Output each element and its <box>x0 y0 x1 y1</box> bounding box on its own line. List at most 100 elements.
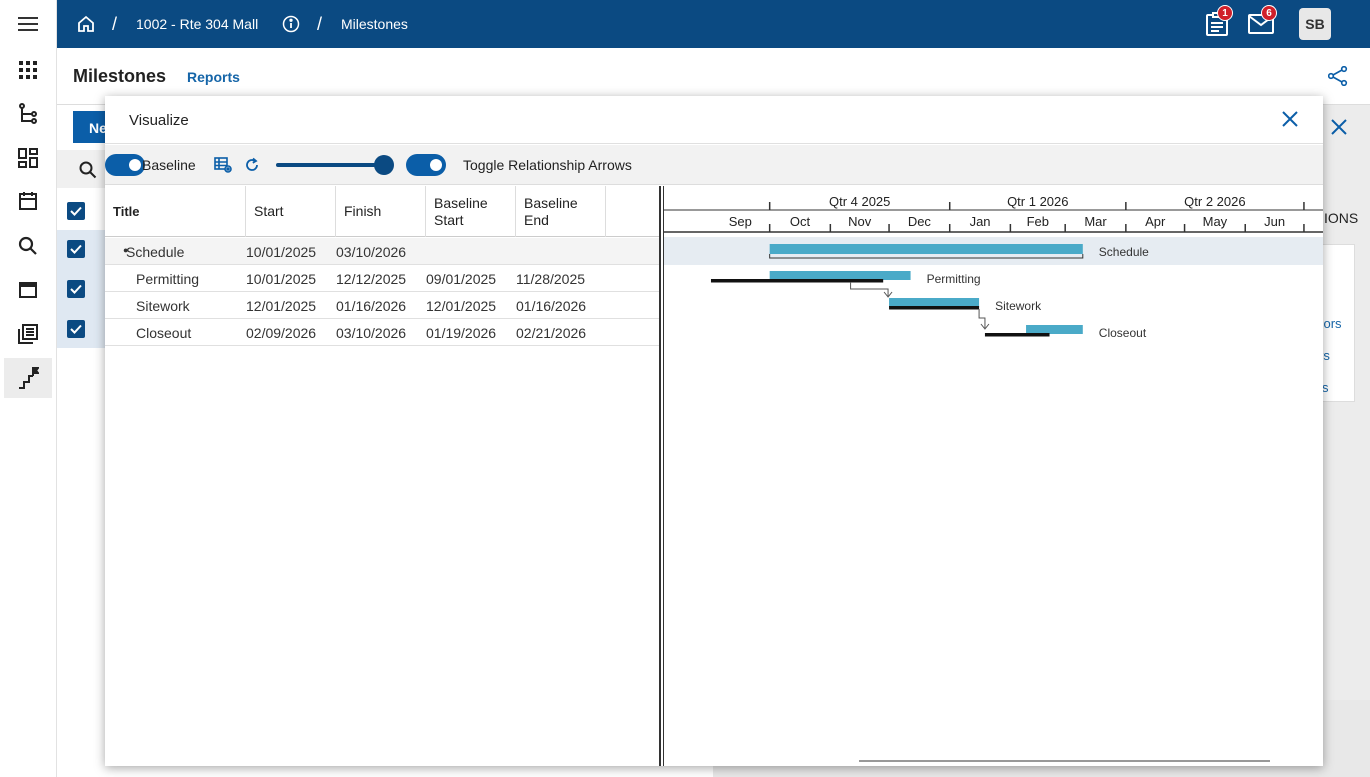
reports-list-icon[interactable] <box>4 314 52 354</box>
table-settings-icon[interactable] <box>214 157 232 178</box>
row-baseline-start: 01/19/2026 <box>426 325 497 341</box>
summary-bar <box>769 244 1083 254</box>
month-label: Feb <box>1027 214 1049 229</box>
gantt-chart: Qtr 4 2025 Qtr 1 2026 Qtr 2 2026 Sep Oct Nov D… <box>664 186 1323 766</box>
row-checkbox[interactable] <box>67 240 85 258</box>
month-label: Jan <box>970 214 991 229</box>
gantt-canvas: Qtr 4 2025 Qtr 1 2026 Qtr 2 2026 Sep Oct Nov D… <box>664 194 1323 340</box>
table-row[interactable]: Closeout 02/09/2026 03/10/2026 01/19/202… <box>105 319 660 346</box>
window-icon[interactable] <box>4 270 52 310</box>
row-title: Schedule <box>126 244 185 260</box>
grid-header: Title Start Finish Baseline Start Baseli… <box>105 186 660 237</box>
panel-link[interactable]: sors <box>1317 316 1342 331</box>
panel-link[interactable]: s <box>1322 380 1329 395</box>
column-header-empty <box>606 186 660 237</box>
bar-label: Schedule <box>1099 245 1149 259</box>
visualize-dialog: Visualize Baseline Toggle Relationship A… <box>105 96 1323 766</box>
month-label: May <box>1203 214 1228 229</box>
row-baseline-start: 12/01/2025 <box>426 298 497 314</box>
home-icon[interactable] <box>77 0 95 48</box>
mail-badge: 6 <box>1261 5 1277 21</box>
page-header: Milestones Reports <box>57 48 1370 105</box>
row-checkbox[interactable] <box>67 320 85 338</box>
relationship-arrow <box>850 282 889 296</box>
month-label: Dec <box>908 214 932 229</box>
breadcrumb-separator: / <box>317 13 323 34</box>
column-header-title[interactable]: Title <box>105 186 246 237</box>
row-finish: 03/10/2026 <box>336 325 407 341</box>
baseline-bar <box>984 333 1050 337</box>
refresh-icon[interactable] <box>244 157 260 178</box>
row-checkbox[interactable] <box>67 280 85 298</box>
share-icon[interactable] <box>1327 65 1348 91</box>
summary-bracket <box>769 254 1084 259</box>
bar-label: Closeout <box>1099 326 1147 340</box>
top-app-bar: / 1002 - Rte 304 Mall / Milestones 1 6 S… <box>57 0 1370 48</box>
breadcrumb-page: Milestones <box>341 16 408 32</box>
row-title: Sitework <box>136 298 190 314</box>
month-label: Mar <box>1084 214 1107 229</box>
hierarchy-icon[interactable] <box>4 94 52 134</box>
baseline-bar <box>889 306 980 310</box>
right-panel-background <box>1322 105 1370 777</box>
collapse-icon[interactable]: ● <box>123 245 129 255</box>
column-header-baseline-end[interactable]: Baseline End <box>516 186 606 237</box>
user-avatar[interactable]: SB <box>1299 8 1331 40</box>
task-bar <box>1026 325 1083 334</box>
row-start: 10/01/2025 <box>246 244 317 260</box>
row-title: Permitting <box>136 271 200 287</box>
relationship-arrowhead <box>883 291 893 298</box>
panel-heading: IONS <box>1324 210 1359 226</box>
baseline-toggle[interactable] <box>105 154 145 176</box>
relationship-arrowhead <box>980 323 990 330</box>
task-bar <box>889 298 980 307</box>
quarter-label: Qtr 2 2026 <box>1184 194 1245 209</box>
hamburger-menu-icon[interactable] <box>4 4 52 44</box>
toolbar-search-icon[interactable] <box>79 161 97 184</box>
panel-link[interactable]: rs <box>1319 348 1330 363</box>
month-label: Oct <box>790 214 811 229</box>
dashboard-icon[interactable] <box>4 138 52 178</box>
search-icon[interactable] <box>4 226 52 266</box>
table-row[interactable]: Permitting 10/01/2025 12/12/2025 09/01/2… <box>105 265 660 292</box>
month-label: Nov <box>848 214 872 229</box>
column-header-finish[interactable]: Finish <box>336 186 426 237</box>
tasks-badge: 1 <box>1217 5 1233 21</box>
month-label: Apr <box>1145 214 1166 229</box>
milestones-flag-icon[interactable] <box>4 358 52 398</box>
row-finish: 03/10/2026 <box>336 244 407 260</box>
zoom-slider-track[interactable] <box>276 163 384 167</box>
row-title: Closeout <box>136 325 192 341</box>
grid-gantt-splitter[interactable] <box>659 186 664 766</box>
panel-card <box>1322 244 1355 402</box>
row-finish: 01/16/2026 <box>336 298 407 314</box>
bar-label: Sitework <box>995 299 1042 313</box>
column-header-baseline-end-label: Baseline End <box>524 194 578 228</box>
column-header-baseline-start[interactable]: Baseline Start <box>426 186 516 237</box>
calendar-icon[interactable] <box>4 181 52 221</box>
relationship-arrows-label: Toggle Relationship Arrows <box>463 157 632 173</box>
table-row[interactable]: ● Schedule 10/01/2025 03/10/2026 <box>105 238 660 265</box>
table-row[interactable]: Sitework 12/01/2025 01/16/2026 12/01/202… <box>105 292 660 319</box>
left-nav-rail <box>0 0 57 777</box>
select-all-checkbox[interactable] <box>67 202 85 220</box>
quarter-label: Qtr 1 2026 <box>1007 194 1068 209</box>
row-baseline-end: 02/21/2026 <box>516 325 587 341</box>
column-header-start[interactable]: Start <box>246 186 336 237</box>
row-baseline-end: 11/28/2025 <box>516 271 586 287</box>
month-label: Sep <box>729 214 752 229</box>
panel-close-icon[interactable] <box>1330 118 1348 141</box>
column-header-baseline-start-label: Baseline Start <box>434 194 488 228</box>
breadcrumb-separator: / <box>112 13 118 34</box>
close-icon[interactable] <box>1281 110 1301 130</box>
bar-label: Permitting <box>927 272 981 286</box>
relationship-arrows-toggle[interactable] <box>406 154 446 176</box>
dialog-header: Visualize <box>105 96 1323 144</box>
row-start: 10/01/2025 <box>246 271 317 287</box>
gantt-horizontal-scrollbar[interactable] <box>859 760 1270 762</box>
reports-link[interactable]: Reports <box>187 69 240 85</box>
zoom-slider-handle[interactable] <box>374 155 394 175</box>
breadcrumb-project[interactable]: 1002 - Rte 304 Mall <box>136 16 259 32</box>
apps-grid-icon[interactable] <box>4 50 52 90</box>
info-icon[interactable] <box>282 0 300 48</box>
